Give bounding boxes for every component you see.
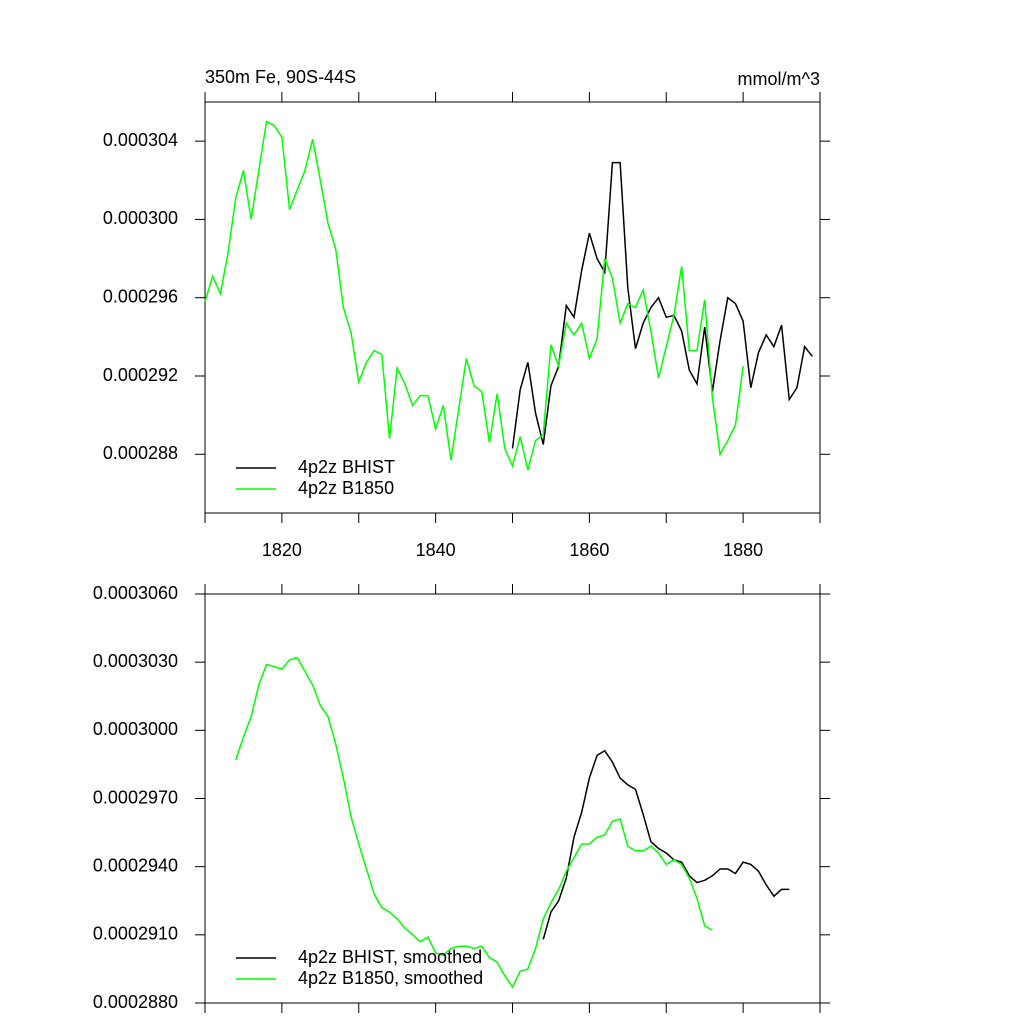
y-tick-label: 0.0002880: [93, 992, 178, 1012]
x-tick-label: 1880: [723, 540, 763, 560]
y-tick-label: 0.000296: [103, 286, 178, 306]
units-label: mmol/m^3: [738, 69, 820, 89]
plot-frame: [204, 593, 821, 1004]
plot-frame: [204, 101, 821, 514]
legend-label: 4p2z B1850, smoothed: [298, 968, 483, 988]
y-tick-label: 0.0003060: [93, 583, 178, 603]
series-line: [235, 656, 713, 989]
x-tick-label: 1840: [416, 540, 456, 560]
y-tick-label: 0.0002970: [93, 787, 178, 807]
chart-title: 350m Fe, 90S-44S: [205, 67, 356, 87]
y-tick-label: 0.000292: [103, 365, 178, 385]
y-tick-label: 0.0002910: [93, 924, 178, 944]
series-line: [204, 120, 744, 471]
y-tick-label: 0.0002940: [93, 855, 178, 875]
x-tick-label: 1860: [569, 540, 609, 560]
y-tick-label: 0.000288: [103, 443, 178, 463]
x-tick-label: 1820: [262, 540, 302, 560]
legend-label: 4p2z BHIST, smoothed: [298, 947, 482, 967]
y-tick-label: 0.0003000: [93, 719, 178, 739]
y-tick-label: 0.000304: [103, 130, 178, 150]
y-tick-label: 0.000300: [103, 208, 178, 228]
series-line: [511, 161, 813, 449]
legend-label: 4p2z BHIST: [298, 457, 395, 477]
y-tick-label: 0.0003030: [93, 651, 178, 671]
legend-label: 4p2z B1850: [298, 478, 394, 498]
series-line: [542, 749, 790, 940]
